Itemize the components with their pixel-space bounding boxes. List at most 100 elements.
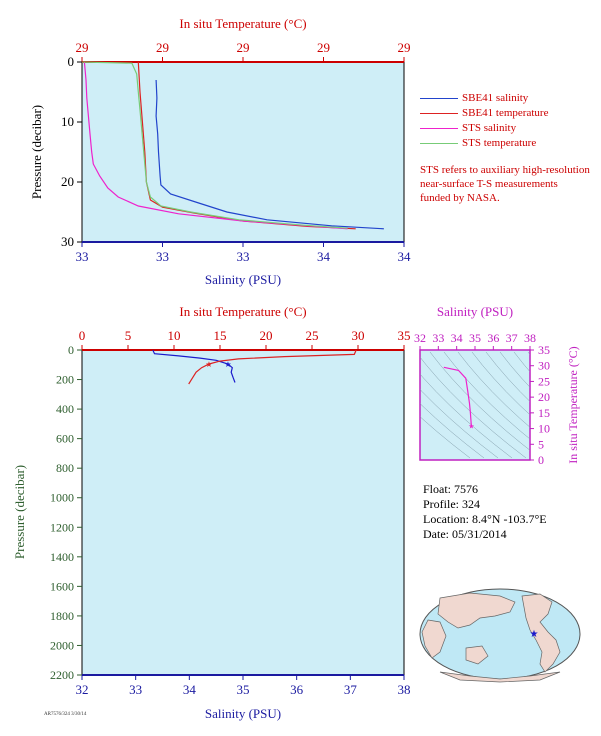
ts-series	[443, 366, 472, 426]
bottom-tick-label: 33	[156, 249, 169, 264]
top-tick-label: 30	[352, 328, 365, 343]
bottom-tick-label: 38	[398, 682, 411, 697]
density-contour	[457, 351, 530, 428]
ts-marker: ★	[468, 422, 474, 430]
ts-right-label: In situ Temperature (°C)	[566, 346, 580, 463]
full-profile-chart: ★ ★ 0 5 10 15 20 25 30 35 32 33 34 35 36 37 38 0 200 400 60…	[12, 304, 411, 721]
top-tick-label: 32	[414, 331, 426, 345]
legend-label: STS temperature	[462, 137, 537, 149]
y-tick-label: 1600	[50, 579, 74, 593]
top-tick-label: 10	[168, 328, 181, 343]
y-tick-label: 200	[56, 373, 74, 387]
bottom-tick-label: 32	[76, 682, 89, 697]
legend-item-sbe41-salinity: SBE41 salinity	[420, 91, 548, 106]
right-tick-label: 15	[538, 406, 550, 420]
y-tick-label: 2200	[50, 668, 74, 682]
right-tick-label: 20	[538, 390, 550, 404]
bottom-tick-label: 36	[290, 682, 304, 697]
bottom-tick-label: 35	[237, 682, 250, 697]
profile-number: Profile: 324	[423, 497, 480, 511]
full-profile-top-label: In situ Temperature (°C)	[179, 304, 306, 319]
top-tick-label: 29	[317, 40, 330, 55]
y-tick-label: 800	[56, 461, 74, 475]
y-tick-label: 20	[61, 174, 74, 189]
density-contour	[443, 351, 530, 440]
date: Date: 05/31/2014	[423, 527, 507, 541]
full-profile-plot-area	[81, 349, 405, 676]
bottom-tick-label: 33	[237, 249, 250, 264]
legend-swatch	[420, 143, 458, 144]
full-profile-ylabel: Pressure (decibar)	[12, 465, 27, 559]
near-surface-plot-area	[81, 61, 405, 243]
footer-id: AR7576/324 3/30/14	[44, 712, 87, 717]
density-contour	[420, 403, 485, 459]
right-tick-label: 5	[538, 437, 544, 451]
bottom-tick-label: 33	[76, 249, 89, 264]
legend-label: SBE41 salinity	[462, 92, 529, 104]
bottom-tick-label: 34	[183, 682, 197, 697]
legend-swatch	[420, 113, 458, 114]
legend-item-sts-salinity: STS salinity	[420, 121, 548, 136]
legend-label: SBE41 temperature	[462, 107, 549, 119]
profile-marker: ★	[224, 360, 231, 369]
top-tick-label: 29	[156, 40, 169, 55]
legend-item-sbe41-temperature: SBE41 temperature	[420, 106, 548, 121]
location: Location: 8.4°N -103.7°E	[423, 512, 547, 526]
top-tick-label: 20	[260, 328, 273, 343]
top-tick-label: 5	[125, 328, 132, 343]
bottom-tick-label: 34	[317, 249, 331, 264]
top-tick-label: 34	[451, 331, 463, 345]
density-contour	[513, 351, 530, 373]
full-profile-series-sbe41-temperature	[188, 349, 357, 385]
density-contour	[420, 373, 513, 459]
near-surface-xlabel: Salinity (PSU)	[205, 272, 281, 287]
y-tick-label: 1400	[50, 550, 74, 564]
right-tick-label: 0	[538, 453, 544, 467]
top-tick-label: 37	[506, 331, 518, 345]
right-tick-label: 10	[538, 422, 550, 436]
float-location-marker: ★	[530, 629, 539, 640]
y-tick-label: 0	[68, 54, 75, 69]
map-land-africa	[421, 619, 447, 659]
top-tick-label: 36	[487, 331, 499, 345]
density-contour	[471, 351, 530, 416]
top-tick-label: 35	[398, 328, 411, 343]
legend-swatch	[420, 128, 458, 129]
bottom-tick-label: 37	[344, 682, 358, 697]
right-tick-label: 30	[538, 359, 550, 373]
y-tick-label: 400	[56, 402, 74, 416]
ts-top-label: Salinity (PSU)	[437, 304, 513, 319]
density-contour	[420, 389, 499, 459]
top-tick-label: 38	[524, 331, 536, 345]
map-land-americas	[521, 593, 561, 673]
legend-swatch	[420, 98, 458, 99]
near-surface-series-sbe41-salinity	[155, 79, 384, 230]
legend: SBE41 salinity SBE41 temperature STS sal…	[420, 91, 548, 151]
float-id: Float: 7576	[423, 482, 479, 496]
sts-note: STS refers to auxiliary high-resolution …	[420, 164, 590, 204]
map-land-australia	[465, 645, 489, 665]
top-tick-label: 15	[214, 328, 227, 343]
world-map: ★	[419, 588, 581, 683]
near-surface-ylabel: Pressure (decibar)	[29, 105, 44, 199]
y-tick-label: 2000	[50, 638, 74, 652]
ts-plot-area	[419, 349, 531, 461]
y-tick-label: 1800	[50, 609, 74, 623]
y-tick-label: 30	[61, 234, 74, 249]
map-land-antarctica	[439, 671, 561, 683]
full-profile-series-sbe41-salinity	[152, 349, 236, 383]
right-tick-label: 35	[538, 343, 550, 357]
near-surface-series-sts-salinity	[83, 61, 348, 230]
density-contour	[420, 416, 471, 459]
near-surface-top-label: In situ Temperature (°C)	[179, 16, 306, 31]
legend-label: STS salinity	[462, 122, 517, 134]
near-surface-series-sts-temperature	[81, 61, 348, 229]
bottom-tick-label: 33	[129, 682, 142, 697]
top-tick-label: 25	[306, 328, 319, 343]
density-contour	[429, 351, 530, 451]
y-tick-label: 1200	[50, 520, 74, 534]
top-tick-label: 29	[76, 40, 89, 55]
map-land-eurasia	[437, 592, 516, 629]
